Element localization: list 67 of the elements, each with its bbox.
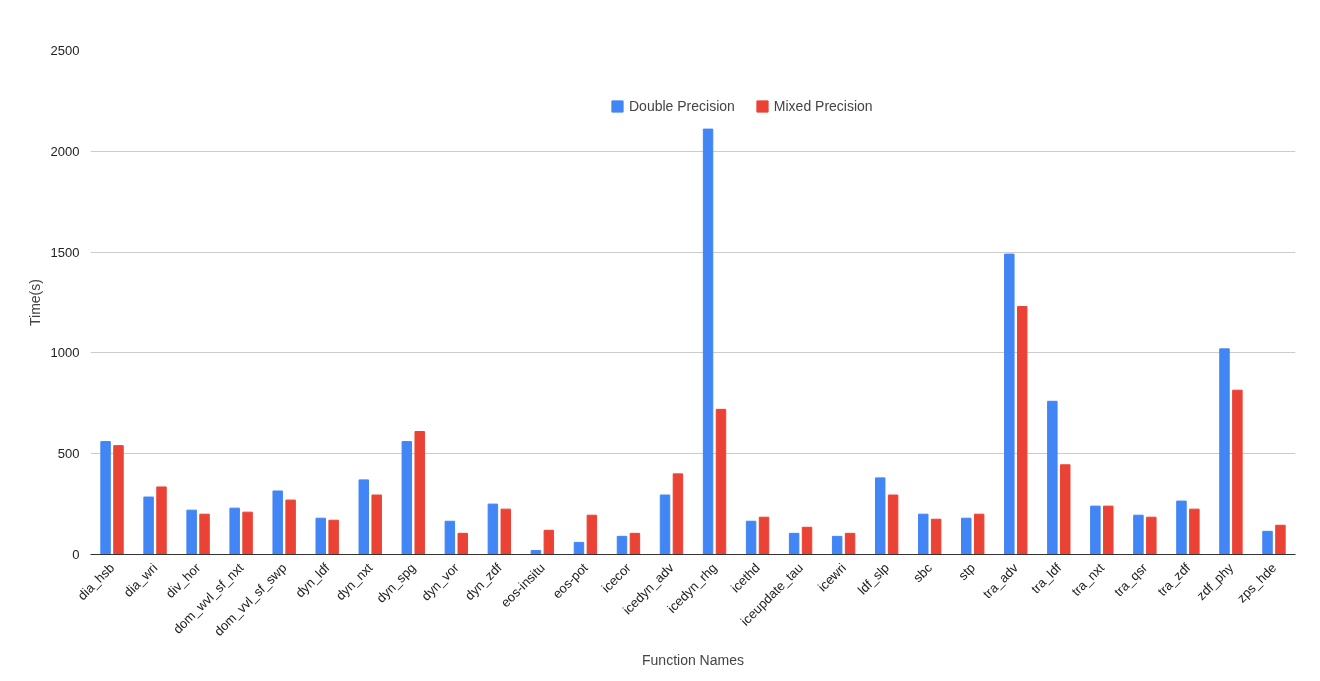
bar: [487, 503, 499, 555]
bar: [1146, 516, 1157, 555]
y-tick-label: 2000: [50, 143, 80, 159]
bar: [371, 494, 382, 555]
bar: [887, 494, 899, 555]
bar: [844, 532, 856, 555]
bar: [328, 519, 339, 555]
bar: [272, 490, 283, 555]
bar: [629, 532, 641, 555]
bar: [1189, 508, 1200, 555]
y-tick-label: 1000: [50, 345, 80, 361]
bar: [573, 541, 585, 555]
bar: [961, 517, 972, 555]
bar: [186, 509, 197, 555]
bar: [199, 513, 210, 555]
bar: [1016, 306, 1028, 555]
bar: [1262, 530, 1273, 555]
y-tick-label: 500: [57, 446, 80, 462]
bar: [1060, 464, 1071, 555]
bar: [831, 535, 843, 555]
legend-label: Mixed Precision: [773, 98, 873, 114]
bar: [401, 441, 413, 555]
bar: [672, 473, 684, 555]
y-tick-label: 2500: [50, 43, 80, 58]
bar: [1275, 524, 1286, 555]
bar: [1103, 505, 1114, 555]
bar: [100, 441, 111, 555]
bar: [930, 518, 942, 555]
bar: [1047, 400, 1058, 555]
y-tick-label: 0: [72, 547, 80, 562]
x-tick-label: stp: [955, 560, 979, 584]
bar: [788, 532, 800, 555]
bar: [229, 507, 240, 555]
bar: [702, 128, 714, 555]
legend-label: Double Precision: [629, 98, 735, 114]
bar: [918, 513, 929, 555]
bar: [586, 514, 598, 555]
y-axis-title: Time(s): [26, 279, 43, 326]
bar: [1176, 500, 1187, 555]
x-tick-label: sbc: [910, 559, 936, 586]
bar: [1133, 514, 1144, 555]
bar: [1232, 389, 1243, 555]
bar: [156, 486, 167, 555]
x-axis-title: Function Names: [642, 652, 744, 669]
bar: [113, 445, 124, 555]
bar: [1219, 348, 1230, 555]
bar: [457, 532, 468, 555]
bar: [444, 520, 456, 555]
bar: [358, 479, 370, 555]
bar: [745, 520, 757, 555]
bar: [973, 513, 985, 555]
bar: [715, 408, 727, 555]
bar: [315, 517, 326, 555]
bar: [543, 529, 555, 555]
bar: [801, 526, 813, 555]
bar: [616, 535, 628, 555]
bar: [143, 496, 154, 555]
bar: [1004, 253, 1015, 555]
bar: [414, 431, 425, 555]
bar: [874, 477, 886, 555]
bar: [659, 494, 671, 555]
bar: [285, 499, 296, 555]
y-tick-label: 1500: [50, 244, 80, 260]
bar: [242, 511, 253, 555]
bar: [1090, 505, 1101, 555]
bar: [758, 516, 770, 555]
bar: [500, 508, 512, 555]
